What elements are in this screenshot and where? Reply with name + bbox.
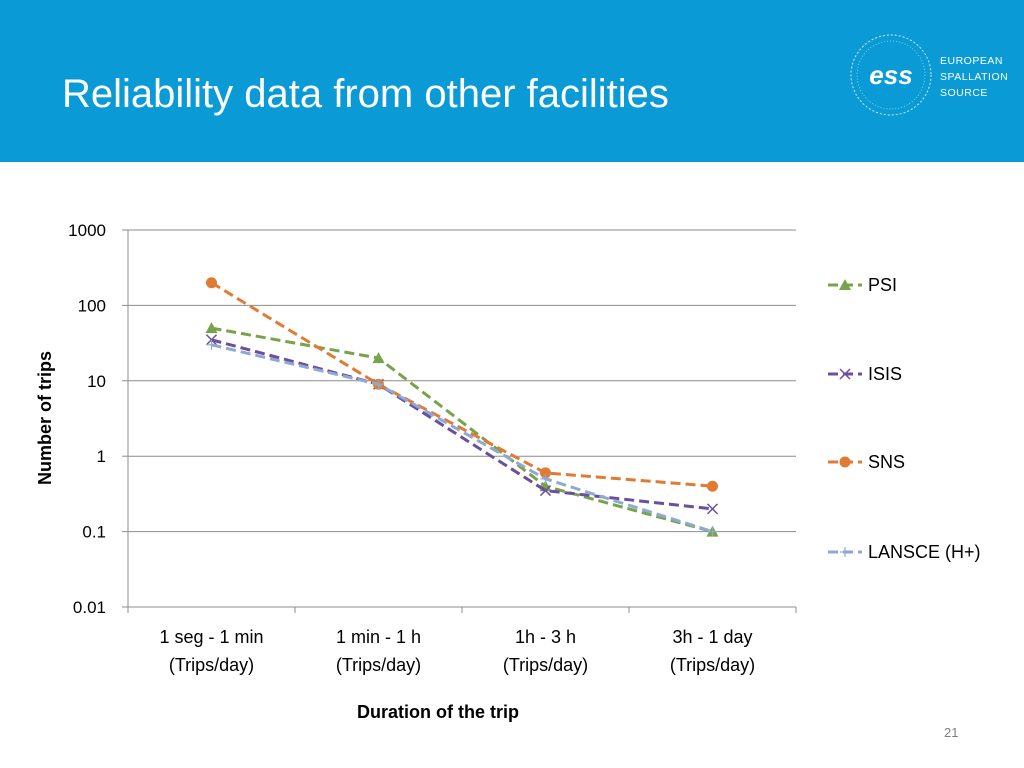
legend-label: SNS <box>868 452 905 472</box>
marker-circle <box>540 467 551 479</box>
x-tick-label-line: (Trips/day) <box>503 655 588 675</box>
series-line <box>211 343 713 534</box>
logo-line: SOURCE <box>940 87 988 99</box>
logo-mark: ess <box>869 60 912 90</box>
y-axis-title: Number of trips <box>35 351 55 485</box>
series-isis <box>205 334 719 515</box>
x-tick-label-line: (Trips/day) <box>169 655 254 675</box>
x-tick-label: 1h - 3 h (Trips/day) <box>503 627 588 675</box>
x-tick-label: 1 min - 1 h (Trips/day) <box>336 627 421 675</box>
marker-plus <box>840 547 850 557</box>
legend-entry: SNS <box>828 452 905 472</box>
y-tick-label: 1 <box>97 447 106 466</box>
y-tick-label: 0.1 <box>82 523 106 542</box>
marker-x <box>839 368 851 380</box>
series-line <box>211 326 713 534</box>
ess-logo: ess EUROPEAN SPALLATION SOURCE <box>848 32 1018 122</box>
x-tick-label-line: (Trips/day) <box>336 655 421 675</box>
logo-line: EUROPEAN <box>940 55 1003 67</box>
marker-triangle <box>372 352 385 364</box>
series-sns <box>206 277 718 492</box>
slide-header: Reliability data from other facilities e… <box>0 0 1024 162</box>
marker-plus <box>373 379 384 390</box>
x-tick-label-line: 1 seg - 1 min <box>159 627 263 647</box>
logo-line: SPALLATION <box>940 71 1009 83</box>
y-tick-label: 0.01 <box>73 598 106 617</box>
legend-entry: LANSCE (H+) <box>828 542 981 562</box>
trips-line-chart: 1000 100 10 1 0.1 0.01 1 seg - 1 min (Trips/day… <box>35 221 981 722</box>
x-tick-label-line: 1 min - 1 h <box>336 627 421 647</box>
slide-title: Reliability data from other facilities <box>62 72 669 116</box>
logo-text: EUROPEAN SPALLATION SOURCE <box>940 53 1008 101</box>
legend-label: PSI <box>868 275 897 295</box>
x-tick-label: 3h - 1 day (Trips/day) <box>670 627 755 675</box>
page-number: 21 <box>944 725 959 740</box>
series-line <box>211 338 713 511</box>
marker-plus <box>540 473 551 484</box>
y-tick-label: 10 <box>87 372 106 391</box>
series-lansce <box>206 339 718 537</box>
y-tick-label: 1000 <box>68 221 106 240</box>
marker-triangle <box>205 322 218 334</box>
legend-entry: PSI <box>828 275 897 295</box>
legend-label: LANSCE (H+) <box>868 542 981 562</box>
legend-label: ISIS <box>868 364 902 384</box>
x-tick-label-line: 3h - 1 day <box>672 627 752 647</box>
series-line <box>210 281 713 488</box>
x-tick-label-line: 1h - 3 h <box>515 627 576 647</box>
y-tick-label: 100 <box>78 296 106 315</box>
marker-circle <box>839 456 851 468</box>
x-tick-label-line: (Trips/day) <box>670 655 755 675</box>
marker-triangle <box>839 279 851 290</box>
marker-plus <box>206 339 217 350</box>
marker-circle <box>707 480 718 492</box>
x-axis-title: Duration of the trip <box>357 702 519 722</box>
marker-circle <box>206 277 217 289</box>
ess-logo-icon: ess <box>850 34 932 116</box>
marker-x <box>205 334 218 346</box>
x-tick-label: 1 seg - 1 min (Trips/day) <box>159 627 263 675</box>
marker-plus <box>707 526 718 537</box>
marker-x <box>539 485 552 497</box>
marker-x <box>706 503 719 515</box>
legend-entry: ISIS <box>828 364 902 384</box>
